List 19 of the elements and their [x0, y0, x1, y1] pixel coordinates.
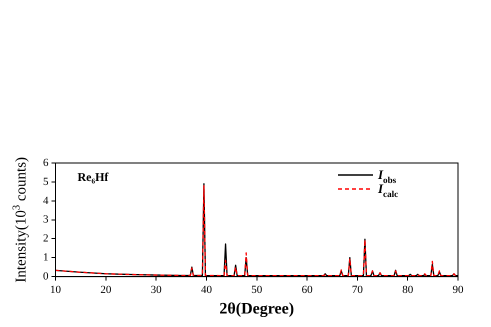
x-tick-label: 10: [50, 284, 62, 296]
x-tick-label: 90: [452, 284, 464, 296]
x-tick-label: 70: [352, 284, 364, 296]
x-tick-label: 40: [200, 284, 212, 296]
y-tick-label: 3: [43, 214, 49, 226]
y-tick-label: 2: [43, 232, 48, 245]
x-axis-title: 2θ(Degree): [219, 300, 294, 318]
y-axis-title: Intensity(103 counts): [12, 156, 30, 283]
y-tick-label: 0: [43, 270, 49, 282]
y-tick-label: 5: [43, 176, 49, 188]
y-tick-label: 6: [43, 156, 49, 169]
y-tick-label: 4: [43, 194, 49, 207]
x-tick-label: 80: [402, 284, 414, 296]
y-tick-label: 1: [43, 252, 48, 264]
x-tick-label: 20: [100, 284, 112, 296]
x-tick-label: 60: [302, 284, 314, 296]
x-tick-label: 50: [251, 284, 263, 296]
annotation: Re₆Hf: [78, 170, 110, 184]
x-tick-label: 30: [150, 284, 162, 296]
